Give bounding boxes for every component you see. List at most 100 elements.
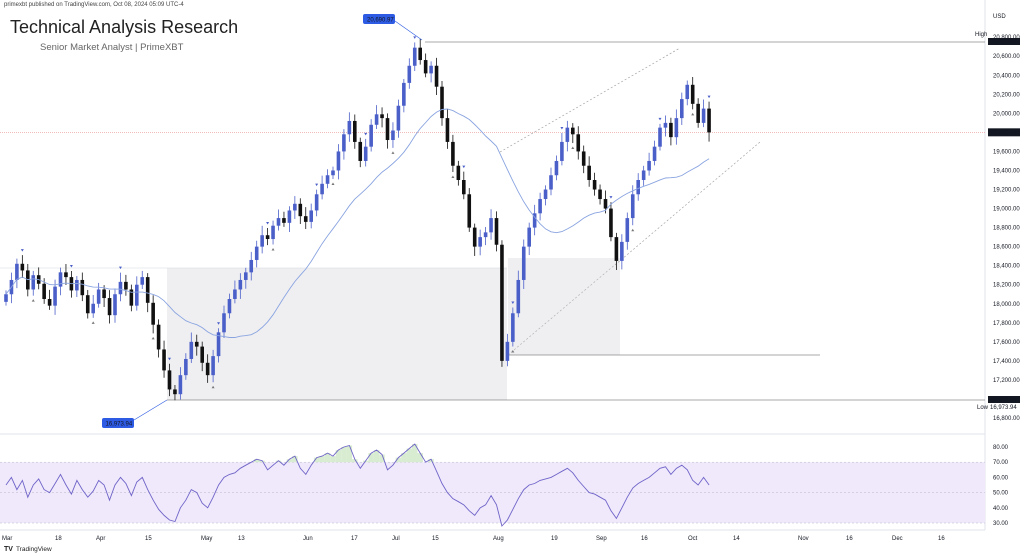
chart-title: Technical Analysis Research	[10, 17, 239, 37]
time-tick-label: Jun	[303, 536, 313, 542]
candle-body	[135, 284, 139, 306]
rsi-overbought-fill	[313, 457, 320, 463]
candle-body	[451, 141, 455, 166]
rsi-tick-label: 80.00	[993, 445, 1009, 451]
rsi-overbought-fill	[401, 453, 407, 463]
pivot-high-marker	[609, 196, 613, 199]
price-tick-label: 18,200.00	[993, 283, 1020, 289]
pivot-high-marker	[20, 249, 24, 252]
high-badge-connector	[394, 20, 423, 41]
rsi-overbought-fill	[373, 450, 380, 463]
candle-body	[276, 218, 281, 226]
high-tag-label: High	[975, 32, 987, 38]
candle-body	[124, 281, 128, 290]
candle-body	[532, 213, 537, 228]
time-tick-label: 16	[641, 536, 648, 542]
candle-body	[15, 263, 19, 280]
low-axis-value: 16,973.94	[990, 405, 1017, 411]
candle-body	[521, 246, 526, 280]
candle-body	[20, 263, 25, 271]
price-tick-label: 20,400.00	[993, 73, 1020, 79]
time-tick-label: 15	[145, 536, 152, 542]
candle-body	[456, 165, 461, 180]
candle-body	[674, 118, 679, 138]
last-price-tag	[988, 128, 1020, 137]
time-tick-label: Sep	[596, 536, 607, 542]
low-value-badge	[102, 418, 134, 428]
candle-body	[516, 279, 521, 314]
candle-body	[707, 108, 711, 133]
price-tick-label: 19,600.00	[993, 149, 1020, 155]
pivot-high-marker	[364, 132, 368, 136]
candle-body	[216, 332, 221, 357]
candle-body	[358, 141, 363, 161]
candle-body	[478, 237, 482, 247]
rsi-tick-label: 30.00	[993, 521, 1009, 527]
candle-body	[4, 294, 8, 302]
price-tick-label: 18,400.00	[993, 264, 1020, 270]
candle-body	[663, 122, 668, 128]
candle-body	[549, 175, 553, 190]
candle-body	[42, 283, 46, 299]
candle-body	[669, 122, 673, 138]
candle-body	[287, 210, 292, 223]
price-tick-label: 19,200.00	[993, 188, 1020, 194]
time-tick-label: Mar	[2, 536, 12, 542]
pivot-low-marker	[31, 299, 35, 302]
candle-body	[385, 118, 390, 141]
rsi-overbought-fill	[352, 459, 358, 463]
candle-body	[265, 235, 270, 240]
pivot-high-marker	[462, 165, 466, 169]
low-axis-value-dup: 16,972.84	[990, 398, 1017, 404]
candle-body	[140, 277, 145, 285]
candle-body	[407, 65, 412, 83]
candle-body	[587, 165, 591, 180]
candle-body	[113, 294, 117, 316]
time-tick-label: 17	[351, 536, 358, 542]
candle-body	[363, 146, 368, 161]
candle-body	[118, 281, 123, 295]
publish-info: primexbt published on TradingView.com, O…	[4, 2, 184, 8]
price-tick-label: 20,000.00	[993, 111, 1020, 117]
time-tick-label: Nov	[798, 536, 809, 542]
candle-body	[53, 286, 57, 306]
candle-body	[260, 235, 264, 247]
candle-body	[429, 65, 433, 74]
currency-label: USD	[993, 14, 1006, 20]
high-value-label: 20,690.97	[367, 18, 394, 24]
moving-average-line	[5, 108, 710, 338]
candle-body	[609, 208, 613, 238]
rsi-overbought-fill	[346, 445, 353, 463]
candle-body	[440, 86, 444, 119]
candle-body	[58, 272, 63, 287]
rsi-overbought-fill	[330, 456, 336, 463]
candle-body	[680, 99, 684, 119]
candle-body	[282, 218, 286, 223]
price-tick-label: 18,600.00	[993, 245, 1020, 251]
pivot-high-marker	[168, 357, 171, 361]
candle-body	[494, 218, 499, 245]
candle-body	[178, 375, 183, 395]
price-tick-label: 18,000.00	[993, 302, 1020, 308]
pivot-low-marker	[151, 336, 155, 340]
time-tick-label: 16	[846, 536, 853, 542]
candle-body	[156, 324, 161, 350]
candle-body	[527, 227, 531, 247]
candle-body	[47, 299, 52, 306]
rsi-overbought-fill	[406, 448, 413, 463]
rsi-overbought-fill	[292, 456, 298, 463]
candle-body	[696, 103, 700, 123]
candle-body	[107, 298, 112, 316]
time-tick-label: 18	[55, 536, 62, 542]
price-tick-label: 17,400.00	[993, 359, 1020, 365]
candle-body	[614, 237, 619, 261]
candle-body	[227, 299, 232, 314]
candle-body	[173, 389, 177, 395]
price-tick-label: 16,800.00	[993, 416, 1020, 422]
tradingview-logo[interactable]: TV TradingView	[4, 546, 52, 553]
channel-lower-line	[614, 141, 761, 266]
pivot-high-marker	[118, 266, 122, 270]
time-tick-label: Oct	[688, 536, 698, 542]
rsi-overbought-fill	[395, 457, 402, 463]
